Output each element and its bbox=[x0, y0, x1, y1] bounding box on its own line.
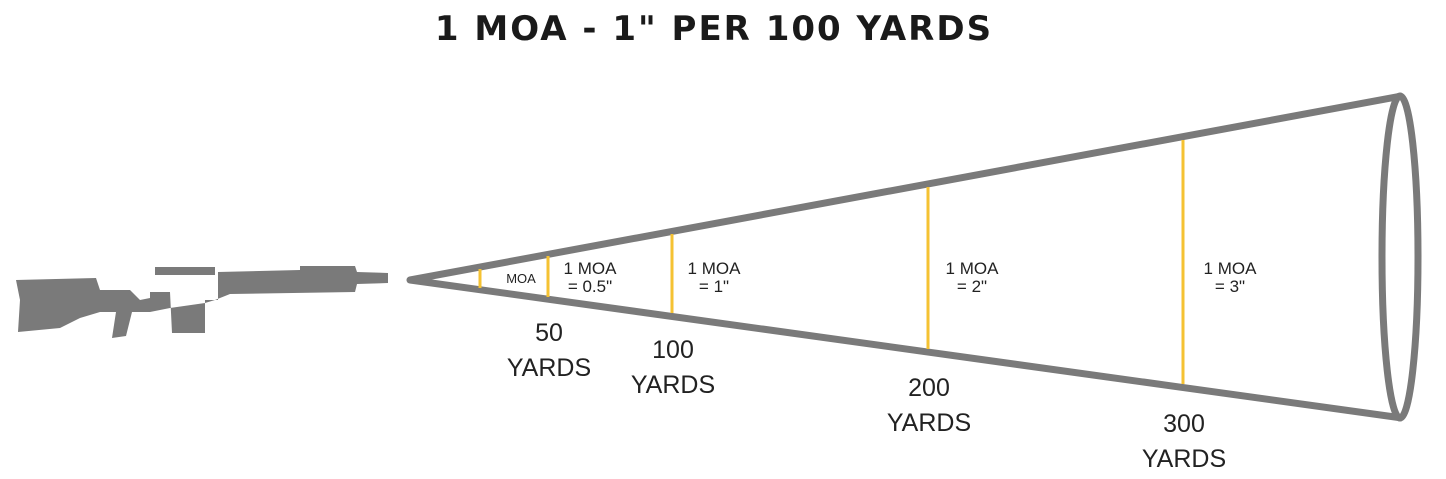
distance-unit: YARDS bbox=[507, 354, 591, 382]
distance-number: 300 bbox=[1163, 410, 1205, 438]
distance-unit: YARDS bbox=[887, 409, 971, 437]
distance-unit: YARDS bbox=[1142, 445, 1226, 473]
marker-value: = 2" bbox=[957, 277, 987, 296]
marker-label: 1 MOA bbox=[564, 259, 618, 278]
marker-value: = 1" bbox=[699, 277, 729, 296]
marker-label: MOA bbox=[506, 271, 536, 286]
marker-label: 1 MOA bbox=[946, 259, 1000, 278]
cone bbox=[406, 92, 1422, 422]
distance-unit: YARDS bbox=[631, 371, 715, 399]
rifle bbox=[16, 266, 388, 338]
distance-number: 100 bbox=[652, 336, 694, 364]
marker-label: 1 MOA bbox=[1204, 259, 1258, 278]
marker-value: = 0.5" bbox=[568, 277, 612, 296]
distance-number: 50 bbox=[535, 319, 563, 347]
moa-lines bbox=[478, 140, 1185, 384]
title: 1 MOA - 1" PER 100 YARDS bbox=[435, 9, 993, 49]
marker-value: = 3" bbox=[1215, 277, 1245, 296]
marker-label: 1 MOA bbox=[688, 259, 742, 278]
distance-number: 200 bbox=[908, 374, 950, 402]
